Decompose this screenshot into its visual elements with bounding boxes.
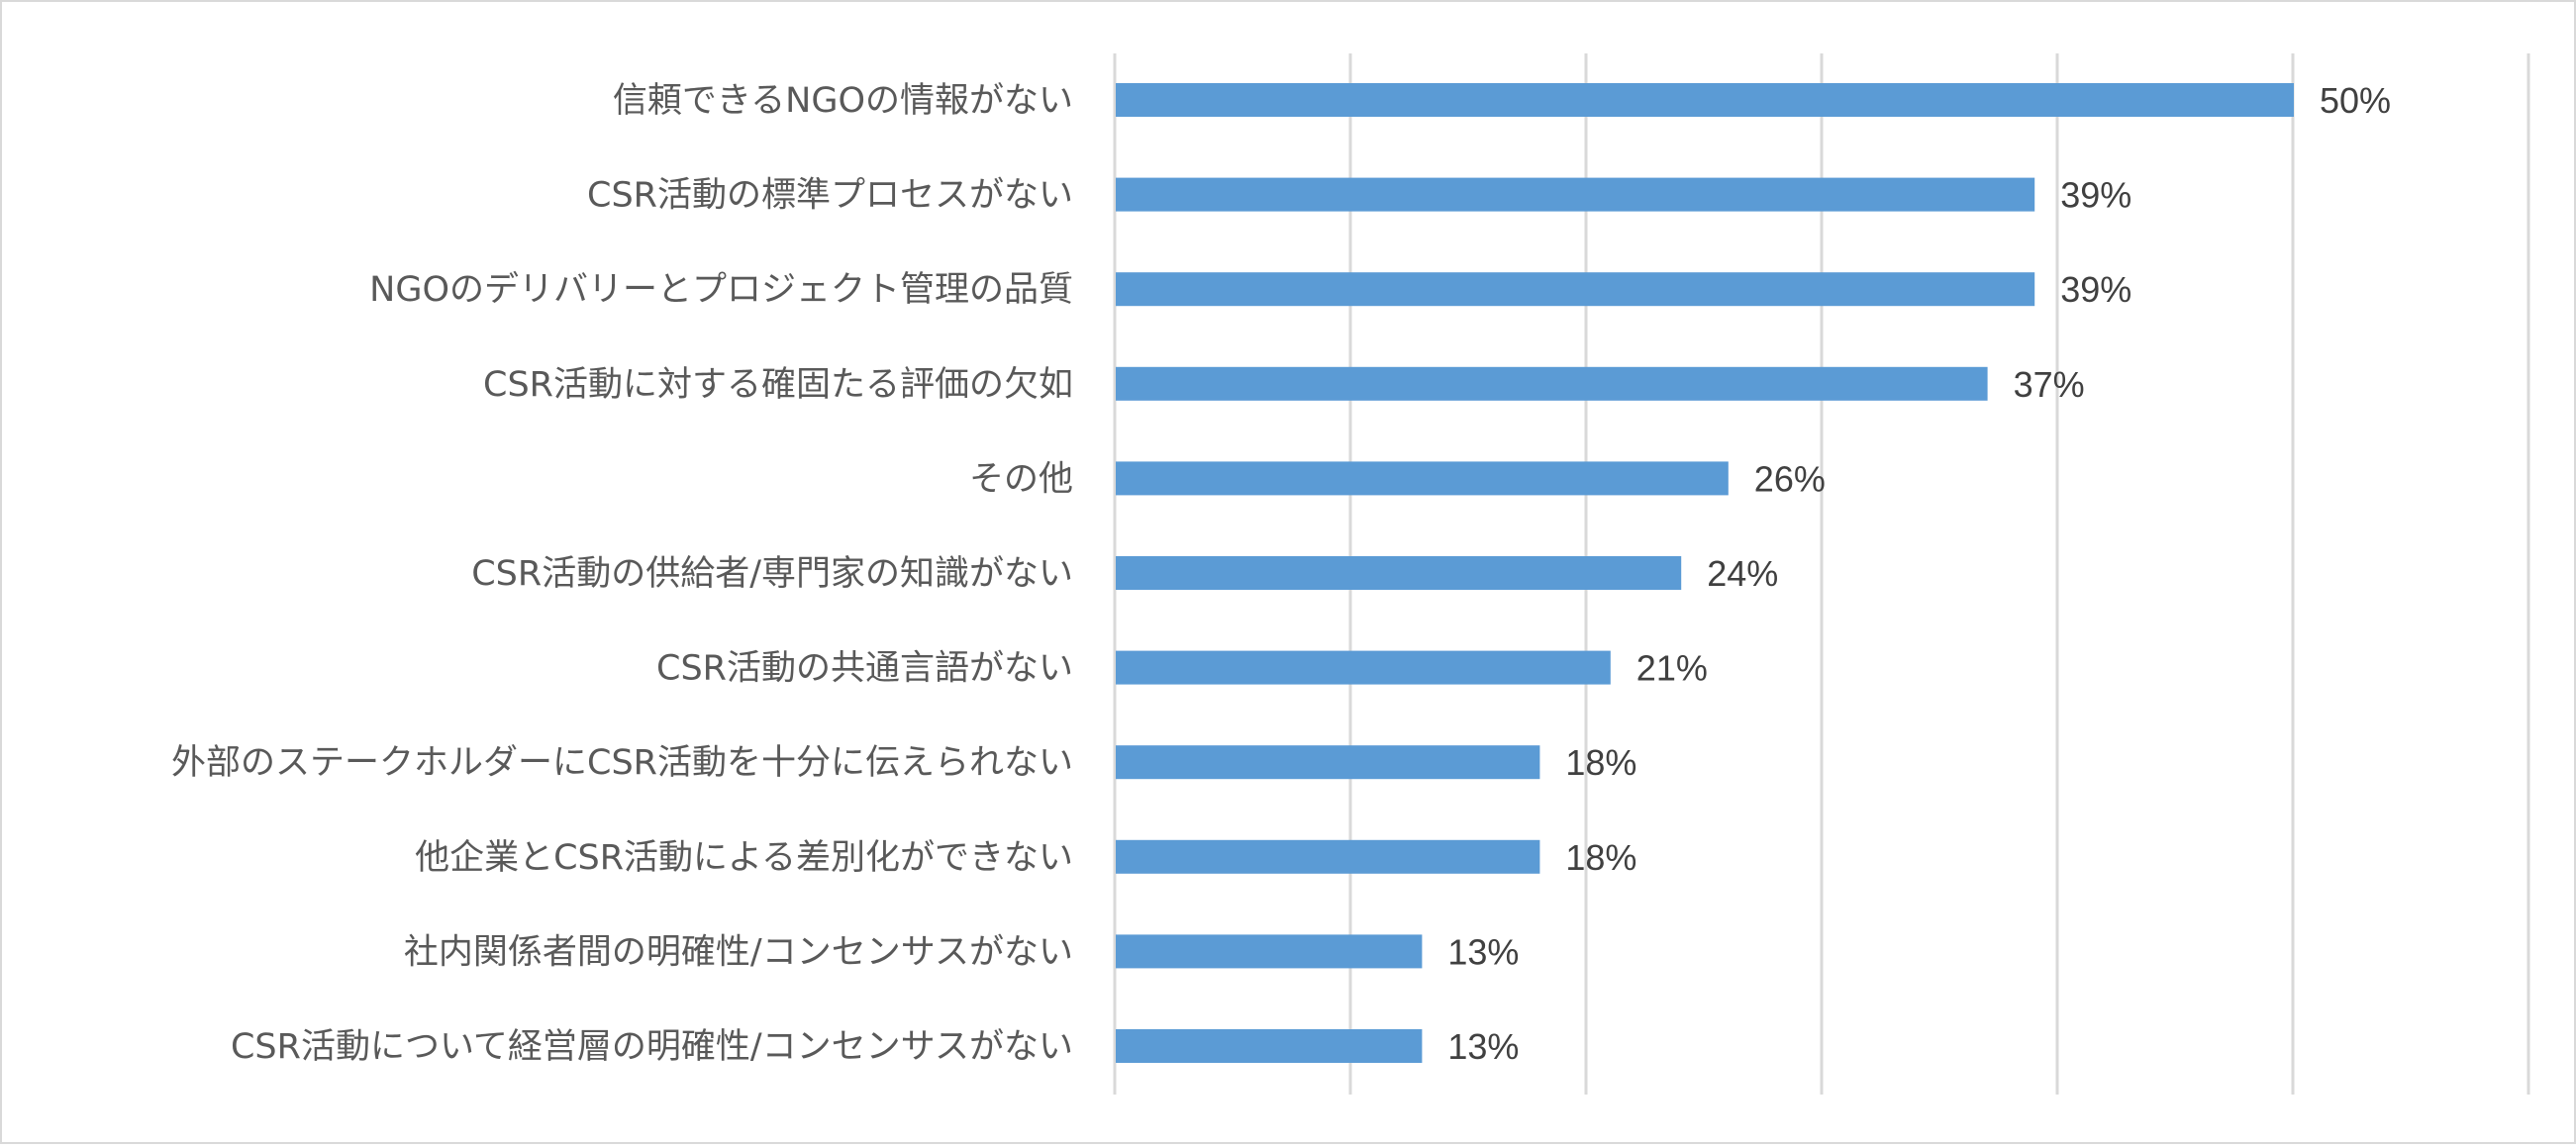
data-label: 37% bbox=[2014, 364, 2085, 405]
category-label: CSR活動の共通言語がない bbox=[656, 649, 1073, 689]
data-label: 39% bbox=[2060, 175, 2131, 216]
bar bbox=[1116, 934, 1423, 969]
data-label: 24% bbox=[1707, 553, 1778, 594]
data-label: 13% bbox=[1447, 1026, 1519, 1067]
bar bbox=[1116, 272, 2035, 307]
data-label: 21% bbox=[1636, 648, 1708, 689]
bar bbox=[1116, 461, 1729, 496]
data-label: 50% bbox=[2320, 80, 2391, 121]
category-label: CSR活動の供給者/専門家の知識がない bbox=[471, 554, 1073, 594]
bar bbox=[1116, 83, 2294, 117]
bar bbox=[1116, 556, 1682, 590]
category-label: NGOのデリバリーとプロジェクト管理の品質 bbox=[369, 270, 1073, 310]
data-label: 26% bbox=[1754, 458, 1826, 499]
data-label: 13% bbox=[1447, 931, 1519, 972]
bar bbox=[1116, 839, 1540, 874]
category-label: CSR活動について経営層の明確性/コンセンサスがない bbox=[231, 1027, 1073, 1067]
category-label: CSR活動の標準プロセスがない bbox=[587, 176, 1073, 216]
category-label: 信頼できるNGOの情報がない bbox=[613, 81, 1073, 121]
category-label: CSR活動に対する確固たる評価の欠如 bbox=[483, 365, 1073, 405]
bar bbox=[1116, 650, 1611, 685]
bar bbox=[1116, 1029, 1423, 1063]
bar bbox=[1116, 745, 1540, 780]
data-label: 39% bbox=[2060, 269, 2131, 310]
category-label: 社内関係者間の明確性/コンセンサスがない bbox=[404, 932, 1073, 972]
category-label: 外部のステークホルダーにCSR活動を十分に伝えられない bbox=[171, 743, 1073, 783]
category-label: 他企業とCSR活動による差別化ができない bbox=[415, 838, 1073, 878]
bar bbox=[1116, 177, 2035, 212]
bar bbox=[1116, 366, 1988, 401]
category-label: その他 bbox=[969, 459, 1073, 499]
data-label: 18% bbox=[1565, 837, 1636, 878]
data-label: 18% bbox=[1565, 742, 1636, 783]
